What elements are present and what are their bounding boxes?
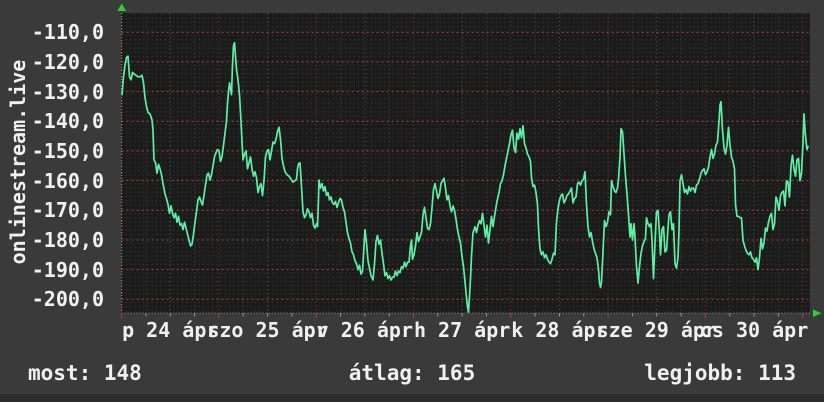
bottom-strip	[0, 394, 824, 402]
stats-bar: most: 148 átlag: 165 legjobb: 113	[0, 362, 824, 384]
axis-up-arrow-icon	[117, 3, 127, 11]
stat-most: most: 148	[28, 361, 142, 385]
y-axis-label: -150,0	[31, 138, 104, 163]
ping-series-line	[121, 41, 809, 313]
stat-legjobb: legjobb: 113	[644, 361, 796, 385]
y-axis-label: -170,0	[31, 198, 104, 223]
brand-vertical-label: onlinestream.live	[6, 59, 30, 265]
x-axis-label: h 27 ápr	[413, 318, 511, 342]
y-axis-label: -140,0	[31, 109, 104, 134]
x-axis-label: v 26 ápr	[316, 318, 414, 342]
y-axis-label: -120,0	[31, 49, 104, 74]
stat-atlag: átlag: 165	[348, 361, 476, 385]
x-axis-label: szo 25 ápr	[207, 318, 328, 342]
y-axis-label: -180,0	[31, 227, 104, 252]
axis-right-arrow-icon	[813, 309, 822, 317]
x-axis-label: sze 29 ápr	[596, 318, 717, 342]
y-axis-label: -160,0	[31, 168, 104, 193]
x-axis-label: p 24 ápr	[122, 318, 219, 342]
y-axis-label: -190,0	[31, 257, 104, 282]
y-axis-label: -200,0	[31, 287, 104, 312]
x-axis-label: cs 30 ápr	[699, 318, 809, 342]
y-axis-label: -110,0	[31, 20, 104, 45]
y-axis-label: -130,0	[31, 79, 104, 104]
x-axis-label: k 28 ápr	[511, 318, 608, 342]
